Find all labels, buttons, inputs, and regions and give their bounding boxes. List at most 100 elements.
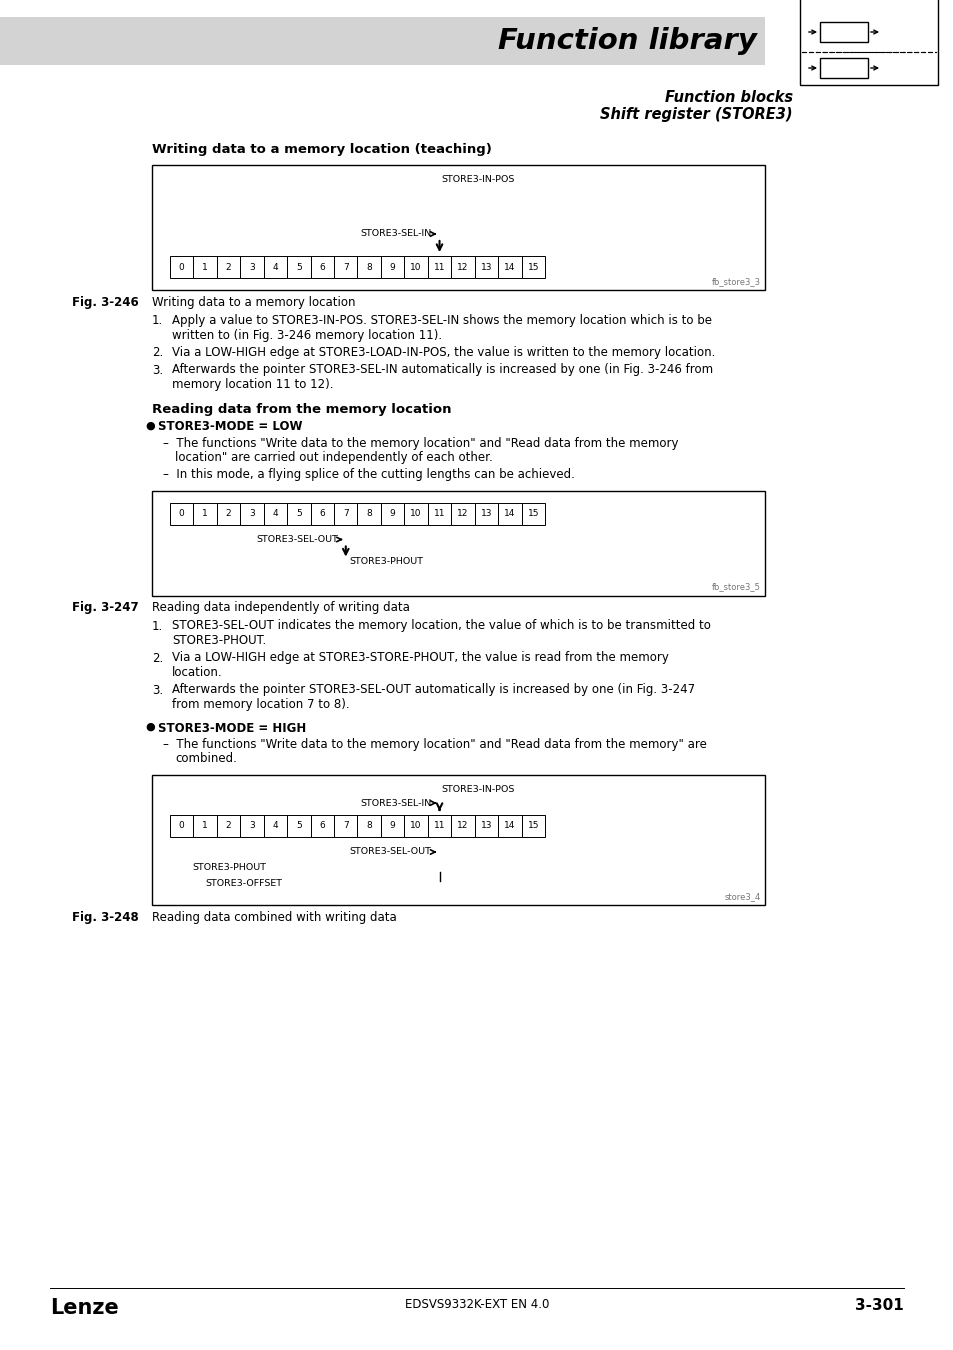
- Bar: [311, 256, 334, 278]
- Bar: [427, 815, 451, 837]
- Text: 11: 11: [434, 822, 445, 830]
- Text: 5: 5: [295, 822, 301, 830]
- Text: 9: 9: [390, 822, 395, 830]
- Bar: [475, 815, 497, 837]
- Text: 4: 4: [273, 822, 278, 830]
- Text: EDSVS9332K-EXT EN 4.0: EDSVS9332K-EXT EN 4.0: [404, 1297, 549, 1311]
- Bar: [357, 502, 380, 525]
- Bar: [357, 256, 380, 278]
- Bar: [800, 0, 937, 85]
- Text: combined.: combined.: [174, 752, 236, 765]
- Text: 13: 13: [480, 822, 492, 830]
- Text: STORE3-SEL-IN: STORE3-SEL-IN: [360, 230, 431, 239]
- Bar: [170, 256, 193, 278]
- Text: written to (in Fig. 3-246 memory location 11).: written to (in Fig. 3-246 memory locatio…: [172, 328, 441, 342]
- Bar: [152, 165, 764, 290]
- Text: STORE3-PHOUT.: STORE3-PHOUT.: [172, 634, 266, 647]
- Bar: [475, 256, 497, 278]
- Text: STORE3-SEL-IN: STORE3-SEL-IN: [360, 798, 431, 807]
- Bar: [427, 256, 451, 278]
- Text: Via a LOW-HIGH edge at STORE3-LOAD-IN-POS, the value is written to the memory lo: Via a LOW-HIGH edge at STORE3-LOAD-IN-PO…: [172, 346, 715, 359]
- Bar: [427, 502, 451, 525]
- Bar: [216, 256, 240, 278]
- Bar: [380, 502, 404, 525]
- Text: 3: 3: [249, 509, 254, 518]
- Text: ●: ●: [145, 420, 154, 431]
- Bar: [193, 815, 216, 837]
- Bar: [497, 815, 521, 837]
- Text: STORE3-SEL-OUT: STORE3-SEL-OUT: [255, 535, 337, 544]
- Text: 10: 10: [410, 509, 421, 518]
- Bar: [497, 256, 521, 278]
- Text: 0: 0: [178, 262, 184, 271]
- Text: 1.: 1.: [152, 620, 163, 633]
- Text: 7: 7: [342, 262, 348, 271]
- Text: 12: 12: [456, 509, 468, 518]
- Text: STORE3-OFFSET: STORE3-OFFSET: [205, 879, 282, 887]
- Text: STORE3-IN-POS: STORE3-IN-POS: [441, 176, 515, 184]
- Text: –  In this mode, a flying splice of the cutting lengths can be achieved.: – In this mode, a flying splice of the c…: [163, 468, 575, 481]
- Text: Fig. 3-246: Fig. 3-246: [71, 296, 138, 309]
- Text: store3_4: store3_4: [724, 892, 760, 900]
- Text: location" are carried out independently of each other.: location" are carried out independently …: [174, 451, 493, 464]
- Text: 2.: 2.: [152, 346, 163, 359]
- Text: 2.: 2.: [152, 652, 163, 664]
- Bar: [521, 815, 544, 837]
- Text: STORE3-MODE = HIGH: STORE3-MODE = HIGH: [158, 721, 306, 734]
- Bar: [451, 256, 475, 278]
- Text: 14: 14: [503, 822, 515, 830]
- Text: STORE3-PHOUT: STORE3-PHOUT: [192, 864, 266, 872]
- Bar: [820, 58, 867, 78]
- Bar: [311, 815, 334, 837]
- Text: 9: 9: [390, 509, 395, 518]
- Text: 5: 5: [295, 509, 301, 518]
- Text: –  The functions "Write data to the memory location" and "Read data from the mem: – The functions "Write data to the memor…: [163, 738, 706, 751]
- Text: –  The functions "Write data to the memory location" and "Read data from the mem: – The functions "Write data to the memor…: [163, 437, 678, 450]
- Text: STORE3-PHOUT: STORE3-PHOUT: [350, 558, 423, 566]
- Text: 14: 14: [503, 262, 515, 271]
- Bar: [193, 502, 216, 525]
- Bar: [357, 815, 380, 837]
- Text: 11: 11: [434, 509, 445, 518]
- Text: 5: 5: [295, 262, 301, 271]
- Bar: [263, 256, 287, 278]
- Bar: [404, 502, 427, 525]
- Text: Writing data to a memory location: Writing data to a memory location: [152, 296, 355, 309]
- Text: memory location 11 to 12).: memory location 11 to 12).: [172, 378, 334, 392]
- Text: Shift register (STORE3): Shift register (STORE3): [599, 107, 792, 122]
- Text: 1: 1: [202, 262, 208, 271]
- Text: Reading data combined with writing data: Reading data combined with writing data: [152, 911, 396, 923]
- Bar: [820, 22, 867, 42]
- Text: 10: 10: [410, 262, 421, 271]
- Bar: [334, 256, 357, 278]
- Text: 11: 11: [434, 262, 445, 271]
- Bar: [170, 815, 193, 837]
- Bar: [287, 815, 311, 837]
- Bar: [287, 256, 311, 278]
- Text: location.: location.: [172, 666, 222, 679]
- Text: 10: 10: [410, 822, 421, 830]
- Bar: [451, 815, 475, 837]
- Text: STORE3-IN-POS: STORE3-IN-POS: [441, 784, 515, 794]
- Text: 4: 4: [273, 262, 278, 271]
- Bar: [240, 256, 263, 278]
- Text: 14: 14: [503, 509, 515, 518]
- Text: Writing data to a memory location (teaching): Writing data to a memory location (teach…: [152, 143, 492, 157]
- Text: STORE3-SEL-OUT: STORE3-SEL-OUT: [350, 848, 431, 856]
- Text: Function library: Function library: [497, 27, 757, 55]
- Text: 3.: 3.: [152, 363, 163, 377]
- Bar: [380, 256, 404, 278]
- Text: Reading data from the memory location: Reading data from the memory location: [152, 404, 451, 417]
- Bar: [451, 502, 475, 525]
- Text: 15: 15: [527, 822, 538, 830]
- Text: STORE3-MODE = LOW: STORE3-MODE = LOW: [158, 420, 302, 433]
- Bar: [311, 502, 334, 525]
- Text: Lenze: Lenze: [50, 1297, 118, 1318]
- Text: 3: 3: [249, 822, 254, 830]
- Text: 13: 13: [480, 262, 492, 271]
- Text: fb_store3_5: fb_store3_5: [711, 582, 760, 591]
- Bar: [497, 502, 521, 525]
- Text: 8: 8: [366, 262, 372, 271]
- Bar: [216, 815, 240, 837]
- Text: 15: 15: [527, 262, 538, 271]
